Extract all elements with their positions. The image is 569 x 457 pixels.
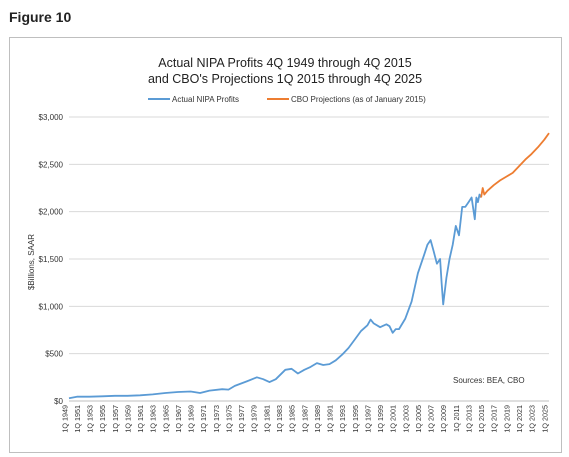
x-tick-label: 1Q 2011 <box>452 405 461 432</box>
x-tick-label: 1Q 1955 <box>98 405 107 433</box>
series-line-projection <box>480 132 550 198</box>
x-tick-label: 1Q 2007 <box>427 405 436 433</box>
y-axis-ticks: $0 $500 $1,000 $1,500 $2,000 $2,500 $3,000 <box>39 113 64 406</box>
x-tick-label: 1Q 2025 <box>540 405 549 433</box>
y-tick-label: $0 <box>54 397 63 406</box>
chart: Actual NIPA Profits 4Q 1949 through 4Q 2… <box>27 56 550 433</box>
x-tick-label: 1Q 2015 <box>477 405 486 433</box>
y-tick-label: $2,000 <box>39 208 64 217</box>
gridlines <box>69 116 549 355</box>
figure-label: Figure 10 <box>9 9 72 25</box>
x-tick-label: 1Q 1959 <box>123 405 132 433</box>
x-tick-label: 1Q 1989 <box>313 405 322 433</box>
x-tick-label: 1Q 2017 <box>490 405 499 433</box>
legend-label-actual: Actual NIPA Profits <box>172 95 239 104</box>
series-layer <box>68 132 550 400</box>
x-tick-label: 1Q 1991 <box>326 405 335 433</box>
x-tick-label: 1Q 2005 <box>414 405 423 433</box>
x-tick-label: 1Q 1961 <box>136 405 145 433</box>
sources-annotation: Sources: BEA, CBO <box>453 376 525 385</box>
x-tick-label: 1Q 1949 <box>60 405 69 433</box>
x-tick-label: 1Q 1963 <box>149 405 158 433</box>
x-tick-label: 1Q 1957 <box>111 405 120 433</box>
x-tick-label: 1Q 2003 <box>401 405 410 433</box>
x-tick-label: 1Q 1973 <box>212 405 221 433</box>
x-tick-label: 1Q 2019 <box>502 405 511 433</box>
x-axis-ticks: 1Q 1949 1Q 1951 1Q 1953 1Q 1955 1Q 1957 1Q 19… <box>60 405 549 433</box>
x-tick-label: 1Q 1969 <box>187 405 196 433</box>
chart-title: Actual NIPA Profits 4Q 1949 through 4Q 2… <box>148 56 422 86</box>
x-tick-label: 1Q 2013 <box>464 405 473 433</box>
x-tick-label: 1Q 1967 <box>174 405 183 433</box>
y-tick-label: $2,500 <box>39 160 64 169</box>
x-tick-label: 1Q 1999 <box>376 405 385 433</box>
chart-title-line-2: and CBO's Projections 1Q 2015 through 4Q… <box>148 72 422 86</box>
x-tick-label: 1Q 1985 <box>288 405 297 433</box>
legend: Actual NIPA Profits CBO Projections (as … <box>148 95 426 104</box>
x-tick-label: 1Q 1993 <box>338 405 347 433</box>
series-line-actual <box>68 193 482 400</box>
x-tick-label: 1Q 1953 <box>86 405 95 433</box>
x-tick-label: 1Q 1995 <box>351 405 360 433</box>
x-tick-label: 1Q 1965 <box>161 405 170 433</box>
x-tick-label: 1Q 1971 <box>199 405 208 433</box>
x-tick-label: 1Q 1983 <box>275 405 284 433</box>
x-tick-label: 1Q 1979 <box>250 405 259 433</box>
x-tick-label: 1Q 1987 <box>300 405 309 433</box>
chart-frame <box>9 37 562 453</box>
y-axis-label: $Billions, SAAR <box>27 234 36 290</box>
x-tick-label: 1Q 1975 <box>224 405 233 433</box>
y-tick-label: $1,500 <box>39 255 64 264</box>
y-tick-label: $3,000 <box>39 113 64 122</box>
x-tick-label: 1Q 1951 <box>73 405 82 433</box>
x-tick-label: 1Q 2023 <box>528 405 537 433</box>
legend-label-projection: CBO Projections (as of January 2015) <box>291 95 426 104</box>
x-tick-label: 1Q 2009 <box>439 405 448 433</box>
x-tick-label: 1Q 2021 <box>515 405 524 433</box>
x-tick-label: 1Q 1981 <box>262 405 271 433</box>
y-tick-label: $1,000 <box>39 302 64 311</box>
x-tick-label: 1Q 1997 <box>363 405 372 433</box>
x-tick-label: 1Q 1977 <box>237 405 246 433</box>
y-tick-label: $500 <box>45 350 63 359</box>
chart-title-line-1: Actual NIPA Profits 4Q 1949 through 4Q 2… <box>158 56 411 70</box>
x-tick-label: 1Q 2001 <box>389 405 398 433</box>
